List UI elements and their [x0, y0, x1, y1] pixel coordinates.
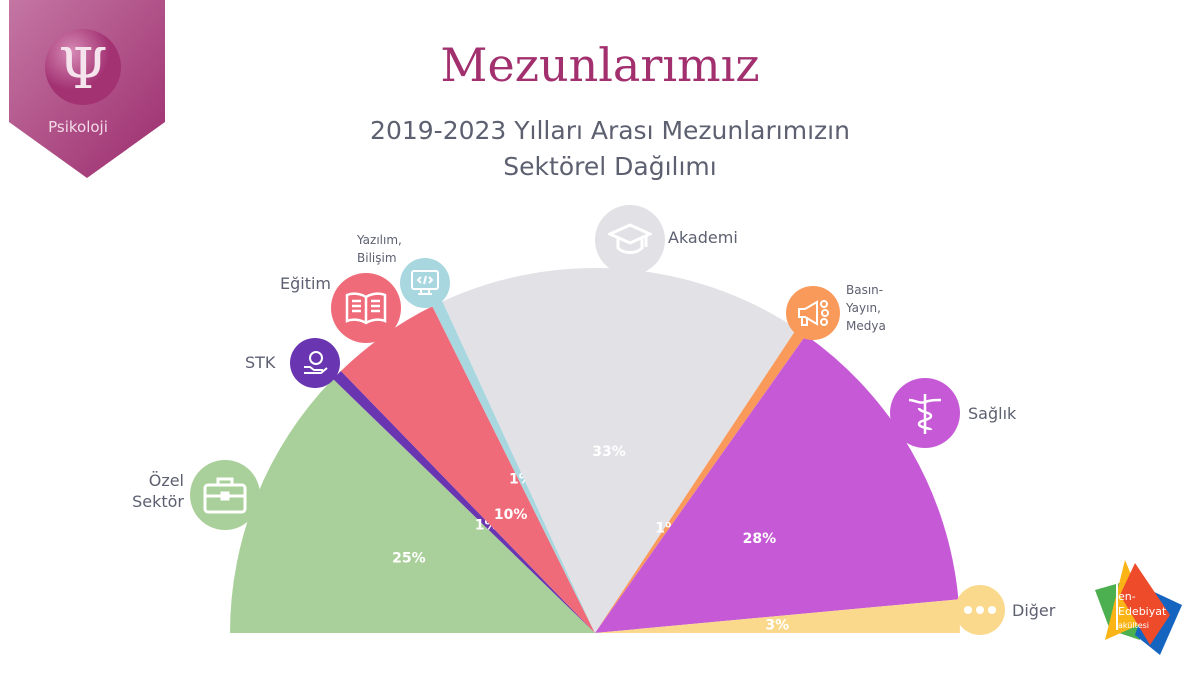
- pie-slice-1: [332, 370, 595, 633]
- book-icon: [331, 273, 401, 343]
- pie-slice-5: [595, 328, 806, 633]
- subtitle-line1: 2019-2023 Yılları Arası Mezunlarımızın: [370, 116, 850, 145]
- caduceus-icon: [890, 378, 960, 448]
- pie-label-0: 25%: [392, 551, 426, 567]
- pie-slice-7: [595, 599, 960, 633]
- pie-label-2: 10%: [494, 507, 528, 523]
- computer-code-icon: [400, 258, 450, 308]
- psi-icon: Ψ: [58, 37, 107, 102]
- label-saglik: Sağlık: [968, 404, 1017, 423]
- pie-label-7: 3%: [765, 618, 789, 634]
- label-diger: Diğer: [1012, 601, 1056, 620]
- pie-slice-3: [432, 301, 595, 633]
- briefcase-icon: [190, 460, 260, 530]
- psikoloji-badge: Ψ: [9, 0, 165, 178]
- pie-slice-4: [442, 268, 797, 633]
- badge-label: Psikoloji: [48, 118, 108, 136]
- pie-label-4: 33%: [592, 444, 626, 460]
- page-title: Mezunlarımız: [440, 38, 760, 92]
- label-akademi: Akademi: [668, 228, 738, 247]
- megaphone-icon: [786, 286, 840, 340]
- graduation-cap-icon: [595, 205, 665, 275]
- label-yazilim: Yazılım, Bilişim: [357, 233, 402, 265]
- hand-globe-icon: [290, 338, 340, 388]
- pie-slice-0: [230, 378, 595, 633]
- pie-slice-2: [340, 306, 595, 633]
- fen-edebiyat-logo: en- Edebiyat akültesi: [1095, 560, 1182, 655]
- more-dots-icon: [955, 585, 1005, 635]
- label-stk: STK: [245, 353, 276, 372]
- svg-text:akültesi: akültesi: [1118, 621, 1149, 630]
- label-egitim: Eğitim: [280, 274, 332, 293]
- svg-text:Edebiyat: Edebiyat: [1118, 605, 1167, 618]
- label-ozel-sektor: Özel Sektör: [132, 471, 184, 511]
- pie-label-6: 28%: [743, 531, 777, 547]
- pie-slice-6: [595, 335, 959, 633]
- label-basin: Basın- Yayın, Medya: [846, 283, 886, 333]
- svg-text:en-: en-: [1118, 590, 1136, 603]
- subtitle-line2: Sektörel Dağılımı: [503, 152, 717, 181]
